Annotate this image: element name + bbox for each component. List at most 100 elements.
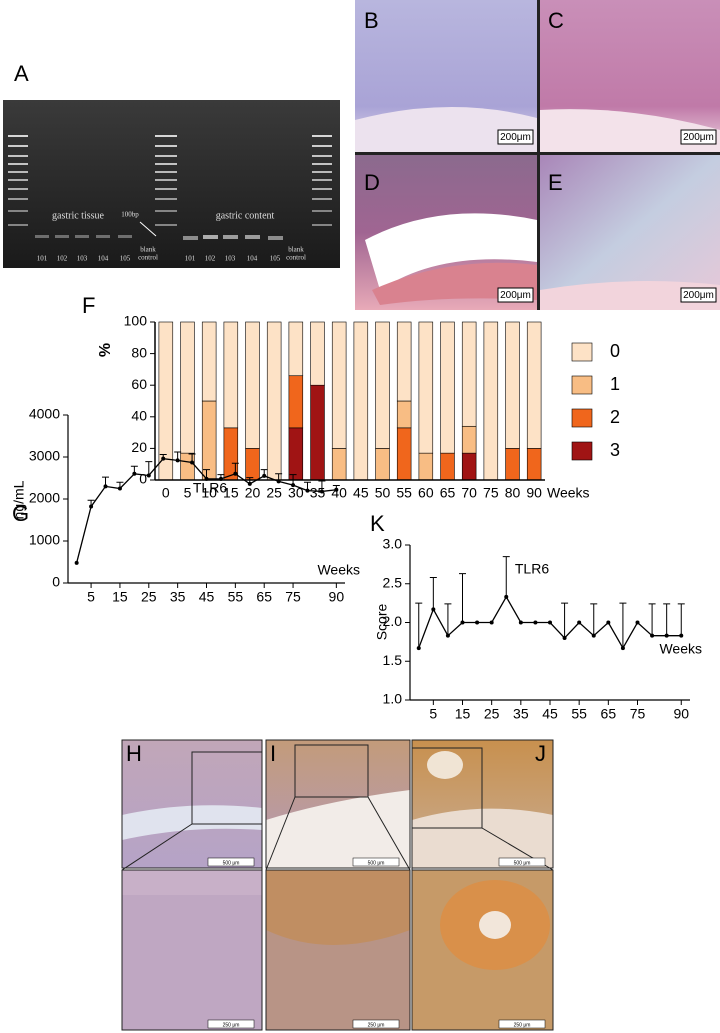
bar-segment	[310, 321, 325, 386]
x-tick-label: 65	[601, 706, 617, 722]
point	[276, 479, 281, 484]
point	[247, 481, 252, 486]
point	[117, 486, 122, 491]
legend-swatch	[571, 342, 593, 362]
error-bar	[663, 603, 671, 636]
point	[132, 471, 137, 476]
bar-segment	[201, 400, 217, 481]
point	[262, 473, 267, 478]
error-bar	[429, 577, 437, 610]
bar-segment	[288, 375, 304, 429]
error-bar	[459, 573, 466, 623]
x-tick-label: 25	[141, 589, 157, 605]
gel-marker-label: 100bp	[121, 211, 139, 219]
x-tick-label: 90	[673, 706, 689, 722]
bar-segment	[375, 448, 390, 481]
legend-label: 0	[610, 341, 620, 361]
lane-label: 105	[270, 255, 281, 263]
error-bar	[648, 603, 656, 636]
panel-label: D	[364, 170, 380, 195]
y-tick-label: 40	[131, 408, 147, 424]
point	[190, 460, 195, 465]
legend-label: 2	[610, 407, 620, 427]
bar-segment	[440, 452, 455, 481]
x-tick-label: 35	[513, 706, 529, 722]
error-bar	[415, 602, 423, 649]
point	[175, 458, 180, 463]
legend-swatch	[571, 441, 593, 461]
point	[577, 620, 582, 625]
bar-segment	[505, 321, 520, 449]
panel-label: J	[535, 741, 546, 766]
lane-label: control	[138, 254, 158, 262]
bar-segment	[483, 321, 499, 481]
panel-label: I	[270, 741, 276, 766]
legend-swatch	[571, 408, 593, 428]
bar-segment	[505, 448, 520, 481]
lane-label: blank	[288, 246, 304, 254]
x-axis-label: Weeks	[547, 485, 590, 501]
x-tick-label: 20	[245, 485, 261, 501]
bar-segment	[526, 448, 542, 481]
y-tick-label: 1000	[29, 532, 60, 548]
ihc-images	[121, 739, 554, 1031]
bar-segment	[396, 427, 412, 481]
x-tick-label: 75	[285, 589, 301, 605]
x-tick-label: 25	[266, 485, 282, 501]
point	[291, 483, 296, 488]
gel-arrow	[139, 221, 157, 237]
panel-label: A	[14, 61, 29, 86]
error-bar	[145, 461, 153, 476]
error-bar	[444, 603, 452, 636]
y-tick-label: 2.5	[383, 574, 403, 590]
y-tick-label: 3.0	[383, 536, 403, 552]
error-bar	[677, 603, 685, 636]
scale-bar-label: 500 μm	[223, 860, 240, 866]
x-tick-label: 15	[223, 485, 239, 501]
lane-label: 102	[205, 255, 216, 263]
bar-segment	[331, 448, 347, 481]
x-tick-label: 80	[505, 485, 521, 501]
bar-segment	[418, 452, 434, 481]
scale-bar-label: 200μm	[683, 290, 714, 301]
y-axis-label: Score	[374, 604, 390, 641]
point	[679, 633, 684, 638]
bar-segment	[245, 448, 260, 481]
scale-bar-label: 500 μm	[514, 860, 531, 866]
y-tick-label: 20	[131, 439, 147, 455]
error-bar	[619, 602, 627, 649]
error-bar	[590, 603, 598, 636]
lane-label: 101	[185, 255, 196, 263]
chart-title: TLR6	[515, 561, 549, 577]
scale-bar-label: 200μm	[683, 132, 714, 143]
point	[620, 646, 625, 651]
x-tick-label: 40	[331, 485, 347, 501]
bar-segment	[266, 321, 282, 481]
point	[416, 646, 421, 651]
point	[334, 487, 339, 492]
bar-segment	[396, 321, 412, 402]
x-tick-label: 0	[162, 485, 170, 501]
scale-bar	[207, 857, 255, 867]
panel-label: B	[364, 8, 379, 33]
lane-label: 101	[37, 255, 48, 263]
x-tick-label: 45	[353, 485, 369, 501]
scale-bar-label: 500 μm	[368, 860, 385, 866]
x-tick-label: 5	[429, 706, 437, 722]
x-tick-label: 90	[526, 485, 542, 501]
bar-segment	[440, 321, 455, 454]
legend-label: 1	[610, 374, 620, 394]
bar-segment	[331, 321, 347, 449]
point	[548, 620, 552, 625]
legend-label: 3	[610, 440, 620, 460]
y-tick-label: 100	[124, 313, 148, 329]
scale-bar	[680, 287, 717, 303]
x-tick-label: 70	[461, 485, 477, 501]
panel-label: E	[548, 170, 563, 195]
lane-label: 102	[57, 255, 68, 263]
x-tick-label: 90	[329, 589, 345, 605]
point	[650, 633, 655, 638]
x-tick-label: 75	[483, 485, 499, 501]
lane-label: 104	[98, 255, 109, 263]
x-tick-label: 55	[396, 485, 412, 501]
